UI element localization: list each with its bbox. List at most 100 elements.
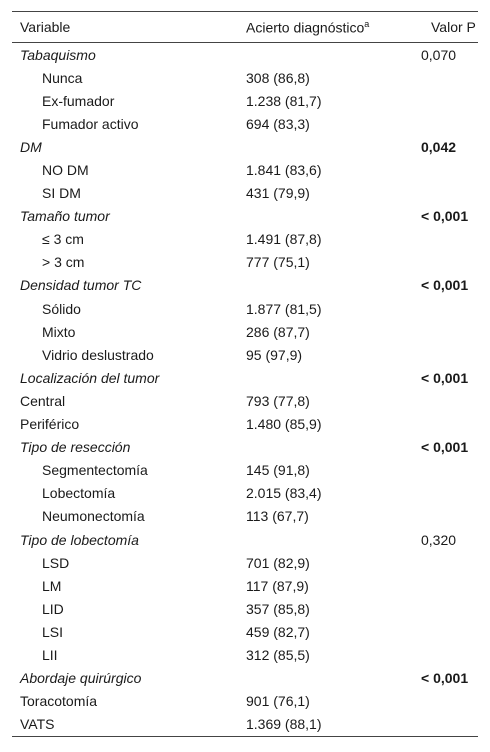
- row-value: 1.841 (83,6): [246, 162, 322, 179]
- table-row: Ex-fumador 1.238 (81,7): [12, 89, 478, 112]
- row-label: > 3 cm: [42, 254, 85, 271]
- table-row: Tabaquismo 0,070: [12, 43, 478, 67]
- table-row: LSI 459 (82,7): [12, 620, 478, 643]
- table-row: Fumador activo 694 (83,3): [12, 112, 478, 135]
- row-value: [246, 667, 413, 690]
- row-value: 357 (85,8): [246, 600, 310, 617]
- row-label: Tipo de lobectomía: [20, 531, 139, 548]
- table-row: Abordaje quirúrgico < 0,001: [12, 667, 478, 690]
- row-label: Tamaño tumor: [20, 208, 110, 225]
- table-row: Localización del tumor < 0,001: [12, 366, 478, 389]
- row-p-value: [413, 66, 478, 89]
- row-label: Toracotomía: [20, 693, 98, 710]
- row-value: 431 (79,9): [246, 185, 310, 202]
- row-p-value: < 0,001: [421, 208, 469, 225]
- row-p-value: [413, 343, 478, 366]
- table-row: Tipo de lobectomía 0,320: [12, 528, 478, 551]
- row-label: Mixto: [42, 323, 76, 340]
- table-row: NO DM 1.841 (83,6): [12, 158, 478, 181]
- row-p-value: [413, 505, 478, 528]
- row-p-value: [413, 459, 478, 482]
- row-label: DM: [20, 138, 42, 155]
- row-value: 1.491 (87,8): [246, 231, 322, 248]
- row-p-value: [413, 482, 478, 505]
- row-p-value: [413, 413, 478, 436]
- results-table-container: Variable Acierto diagnósticoa Valor P Ta…: [12, 11, 478, 737]
- row-value: 95 (97,9): [246, 346, 303, 363]
- table-row: Sólido 1.877 (81,5): [12, 297, 478, 320]
- row-p-value: [413, 320, 478, 343]
- table-row: Lobectomía 2.015 (83,4): [12, 482, 478, 505]
- header-variable: Variable: [12, 11, 246, 43]
- header-valor-p: Valor P: [413, 11, 478, 43]
- row-value: 2.015 (83,4): [246, 485, 322, 502]
- row-value: 1.369 (88,1): [246, 712, 413, 737]
- row-label: VATS: [12, 712, 246, 737]
- row-value: [246, 43, 413, 67]
- row-value: 286 (87,7): [246, 323, 310, 340]
- table-row: LM 117 (87,9): [12, 574, 478, 597]
- row-value: [246, 436, 413, 459]
- row-value: 145 (91,8): [246, 462, 310, 479]
- row-label: Abordaje quirúrgico: [20, 670, 142, 687]
- row-value: 459 (82,7): [246, 623, 310, 640]
- row-value: 777 (75,1): [246, 254, 310, 271]
- row-value: 312 (85,5): [246, 646, 310, 663]
- header-acierto-footnote: a: [364, 18, 370, 29]
- results-table: Variable Acierto diagnósticoa Valor P Ta…: [12, 11, 478, 737]
- table-row: Tipo de resección < 0,001: [12, 436, 478, 459]
- row-p-value: [413, 89, 478, 112]
- row-value: 117 (87,9): [246, 577, 309, 594]
- row-label: Densidad tumor TC: [20, 277, 142, 294]
- row-value: [246, 528, 413, 551]
- row-p-value: [413, 551, 478, 574]
- table-row: Densidad tumor TC < 0,001: [12, 274, 478, 297]
- row-p-value: 0,070: [421, 46, 457, 63]
- table-header-row: Variable Acierto diagnósticoa Valor P: [12, 11, 478, 43]
- row-p-value: [413, 297, 478, 320]
- row-p-value: 0,320: [421, 531, 457, 548]
- header-acierto-label: Acierto diagnóstico: [246, 19, 365, 36]
- row-p-value: [413, 251, 478, 274]
- table-row: LII 312 (85,5): [12, 643, 478, 666]
- table-row: Tamaño tumor < 0,001: [12, 205, 478, 228]
- row-value: 308 (86,8): [246, 69, 310, 86]
- table-row: Vidrio deslustrado 95 (97,9): [12, 343, 478, 366]
- row-label: Tabaquismo: [20, 46, 96, 63]
- row-p-value: [413, 182, 478, 205]
- row-value: [246, 205, 413, 228]
- row-label: Localización del tumor: [20, 369, 160, 386]
- row-p-value: [413, 228, 478, 251]
- row-p-value: < 0,001: [421, 670, 469, 687]
- table-row: DM 0,042: [12, 135, 478, 158]
- row-value: 1.480 (85,9): [246, 416, 322, 433]
- row-label: Periférico: [20, 416, 80, 433]
- table-row: Nunca 308 (86,8): [12, 66, 478, 89]
- table-row: Toracotomía 901 (76,1): [12, 690, 478, 713]
- row-value: 694 (83,3): [246, 115, 310, 132]
- row-label: NO DM: [42, 162, 89, 179]
- row-value: [246, 135, 413, 158]
- row-label: LM: [42, 577, 62, 594]
- row-label: Lobectomía: [42, 485, 116, 502]
- row-label: Ex-fumador: [42, 92, 115, 109]
- table-row: VATS 1.369 (88,1): [12, 712, 478, 737]
- row-value: 1.877 (81,5): [246, 300, 322, 317]
- table-row: Segmentectomía 145 (91,8): [12, 459, 478, 482]
- row-label: Tipo de resección: [20, 439, 131, 456]
- table-row: ≤ 3 cm 1.491 (87,8): [12, 228, 478, 251]
- row-p-value: [413, 690, 478, 713]
- row-label: Nunca: [42, 69, 83, 86]
- table-row: SI DM 431 (79,9): [12, 182, 478, 205]
- table-row: LID 357 (85,8): [12, 597, 478, 620]
- row-label: Sólido: [42, 300, 81, 317]
- table-body: Tabaquismo 0,070 Nunca 308 (86,8) Ex-fumador…: [12, 43, 478, 737]
- row-p-value: [413, 597, 478, 620]
- row-label: Segmentectomía: [42, 462, 148, 479]
- row-label: ≤ 3 cm: [42, 231, 84, 248]
- row-p-value: < 0,001: [421, 277, 469, 294]
- row-value: [246, 366, 413, 389]
- row-value: 701 (82,9): [246, 554, 310, 571]
- table-row: Central 793 (77,8): [12, 389, 478, 412]
- row-label: LSD: [42, 554, 70, 571]
